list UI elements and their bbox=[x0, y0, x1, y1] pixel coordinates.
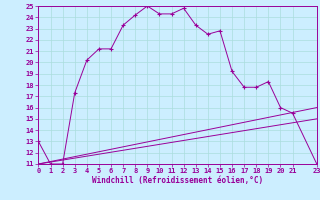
X-axis label: Windchill (Refroidissement éolien,°C): Windchill (Refroidissement éolien,°C) bbox=[92, 176, 263, 185]
